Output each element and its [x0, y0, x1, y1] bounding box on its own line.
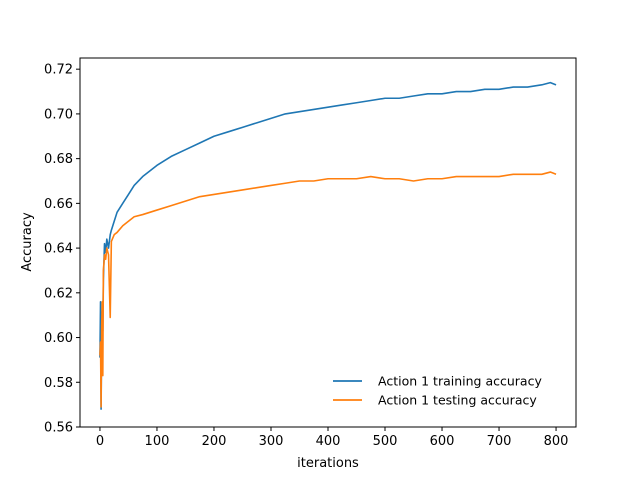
y-axis-ticks: 0.56 0.58 0.60 0.62 0.64 0.66 0.68 0.70 0.72	[44, 63, 80, 436]
series-layer	[99, 81, 557, 410]
x-axis-ticks: 0 100 200 300 400 500 600 700 800	[96, 427, 569, 449]
x-tick-label: 400	[316, 434, 341, 449]
y-tick-label: 0.70	[44, 107, 73, 122]
y-axis-label: Accuracy	[20, 212, 35, 272]
x-axis-label: iterations	[297, 456, 359, 471]
x-tick-label: 500	[373, 434, 398, 449]
y-tick-label: 0.66	[44, 197, 73, 212]
y-tick-label: 0.62	[44, 286, 73, 301]
x-tick-label: 0	[96, 434, 104, 449]
y-tick-label: 0.68	[44, 152, 73, 167]
y-tick-label: 0.60	[44, 331, 73, 346]
x-tick-label: 200	[202, 434, 227, 449]
y-tick-label: 0.64	[44, 242, 73, 257]
legend-label-2: Action 1 testing accuracy	[378, 393, 537, 408]
x-tick-label: 800	[544, 434, 569, 449]
y-tick-label: 0.58	[44, 376, 73, 391]
y-tick-label: 0.72	[44, 63, 73, 78]
x-tick-label: 300	[259, 434, 284, 449]
legend-label-1: Action 1 training accuracy	[378, 374, 542, 389]
series-line-2	[99, 171, 557, 408]
x-tick-label: 600	[430, 434, 455, 449]
x-tick-label: 100	[145, 434, 170, 449]
y-tick-label: 0.56	[44, 421, 73, 436]
legend: Action 1 training accuracy Action 1 testi…	[333, 374, 542, 408]
x-tick-label: 700	[487, 434, 512, 449]
